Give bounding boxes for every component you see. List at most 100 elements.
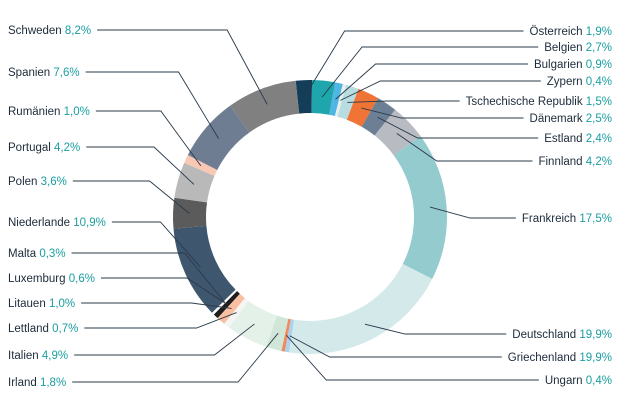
slice-griechenland	[284, 319, 295, 353]
label-name: Irland	[8, 377, 40, 389]
label-name: Deutschland	[512, 329, 579, 341]
slice-estland	[361, 98, 396, 136]
label-name: Österreich	[530, 26, 586, 38]
slice-frankreich	[393, 135, 447, 279]
leader-bulgarien	[335, 63, 528, 100]
label-deutschland: Deutschland 19,9%	[512, 329, 612, 341]
label-name: Schweden	[8, 25, 65, 37]
label-name: Belgien	[544, 42, 586, 54]
label-bulgarien: Bulgarien 0,9%	[534, 59, 612, 71]
label-italien: Italien 4,9%	[8, 350, 68, 362]
leader-estland	[377, 116, 539, 139]
label-value: 0,6%	[69, 273, 95, 285]
label-name: Litauen	[8, 298, 49, 310]
slice-ungarn	[281, 318, 291, 352]
label-name: Finnland	[538, 156, 585, 168]
leader-rumanien	[95, 110, 202, 167]
slice-deutschland	[288, 264, 433, 354]
label-value: 4,2%	[586, 156, 612, 168]
label-value: 1,0%	[49, 298, 75, 310]
leader-griechenland	[289, 335, 502, 358]
label-value: 10,9%	[73, 217, 106, 229]
label-name: Frankreich	[522, 213, 580, 225]
leader-schweden	[97, 29, 268, 105]
slice-schweden	[230, 80, 300, 133]
label-name: Portugal	[8, 142, 54, 154]
label-griechenland: Griechenland 19,9%	[508, 352, 612, 364]
label-name: Dänemark	[530, 113, 586, 125]
label-value: 1,8%	[40, 377, 66, 389]
label-name: Polen	[8, 176, 41, 188]
leader-malta	[71, 252, 225, 303]
label-ungarn: Ungarn 0,4%	[545, 375, 612, 387]
label-value: 8,2%	[65, 25, 91, 37]
leader-irland	[72, 332, 279, 383]
label-name: Ungarn	[545, 375, 586, 387]
leader-danemark	[361, 107, 524, 119]
label-value: 0,4%	[586, 375, 612, 387]
label-value: 17,5%	[579, 213, 612, 225]
label-value: 3,6%	[41, 176, 67, 188]
label-lettland: Lettland 0,7%	[8, 323, 78, 335]
leader-osterreich	[304, 30, 524, 97]
label-value: 2,7%	[586, 42, 612, 54]
label-osterreich: Österreich 1,9%	[530, 26, 612, 38]
leader-portugal	[86, 146, 195, 185]
label-value: 0,7%	[52, 323, 78, 335]
label-polen: Polen 3,6%	[8, 176, 67, 188]
label-name: Bulgarien	[534, 59, 586, 71]
label-litauen: Litauen 1,0%	[8, 298, 75, 310]
label-value: 2,4%	[586, 133, 612, 145]
label-value: 1,9%	[586, 26, 612, 38]
label-finnland: Finnland 4,2%	[538, 156, 612, 168]
label-name: Griechenland	[508, 352, 580, 364]
leader-deutschland	[364, 323, 507, 335]
slice-niederlande	[173, 225, 236, 313]
label-value: 1,5%	[586, 96, 612, 108]
slice-italien	[228, 300, 277, 347]
label-estland: Estland 2,4%	[544, 133, 612, 145]
slice-labels: Österreich 1,9%Belgien 2,7%Bulgarien 0,9…	[8, 25, 612, 389]
leader-belgien	[321, 46, 539, 98]
leader-frankreich	[429, 206, 516, 219]
leader-lettland	[84, 312, 237, 329]
label-value: 19,9%	[579, 352, 612, 364]
label-name: Italien	[8, 350, 42, 362]
label-portugal: Portugal 4,2%	[8, 142, 80, 154]
label-name: Luxemburg	[8, 273, 69, 285]
leader-ungarn	[285, 334, 539, 381]
leader-luxemburg	[100, 277, 228, 305]
slice-finnland	[374, 109, 421, 156]
label-schweden: Schweden 8,2%	[8, 25, 91, 37]
label-value: 0,3%	[39, 248, 65, 260]
slice-polen	[172, 197, 208, 229]
label-frankreich: Frankreich 17,5%	[522, 213, 612, 225]
slice-irland	[266, 315, 289, 351]
label-value: 19,9%	[579, 329, 612, 341]
leader-litauen	[81, 302, 232, 309]
label-value: 4,2%	[54, 142, 80, 154]
leader-finnland	[396, 132, 533, 162]
leader-spanien	[85, 71, 219, 139]
label-name: Estland	[544, 133, 586, 145]
label-name: Spanien	[8, 67, 53, 79]
label-danemark: Dänemark 2,5%	[530, 113, 612, 125]
slice-danemark	[346, 88, 379, 127]
label-name: Tschechische Republik	[466, 96, 586, 108]
label-name: Rumänien	[8, 106, 64, 118]
leader-tschechische-republik	[347, 100, 460, 103]
label-value: 7,6%	[53, 67, 79, 79]
label-belgien: Belgien 2,7%	[544, 42, 612, 54]
label-value: 0,9%	[586, 59, 612, 71]
label-niederlande: Niederlande 10,9%	[8, 217, 106, 229]
label-luxemburg: Luxemburg 0,6%	[8, 273, 95, 285]
label-rumanien: Rumänien 1,0%	[8, 106, 90, 118]
label-spanien: Spanien 7,6%	[8, 67, 80, 79]
leader-lines	[71, 29, 541, 383]
slice-portugal	[174, 162, 215, 203]
label-zypern: Zypern 0,4%	[547, 76, 612, 88]
label-value: 1,0%	[64, 106, 90, 118]
leader-italien	[74, 323, 255, 356]
label-malta: Malta 0,3%	[8, 248, 66, 260]
leader-zypern	[340, 80, 541, 101]
